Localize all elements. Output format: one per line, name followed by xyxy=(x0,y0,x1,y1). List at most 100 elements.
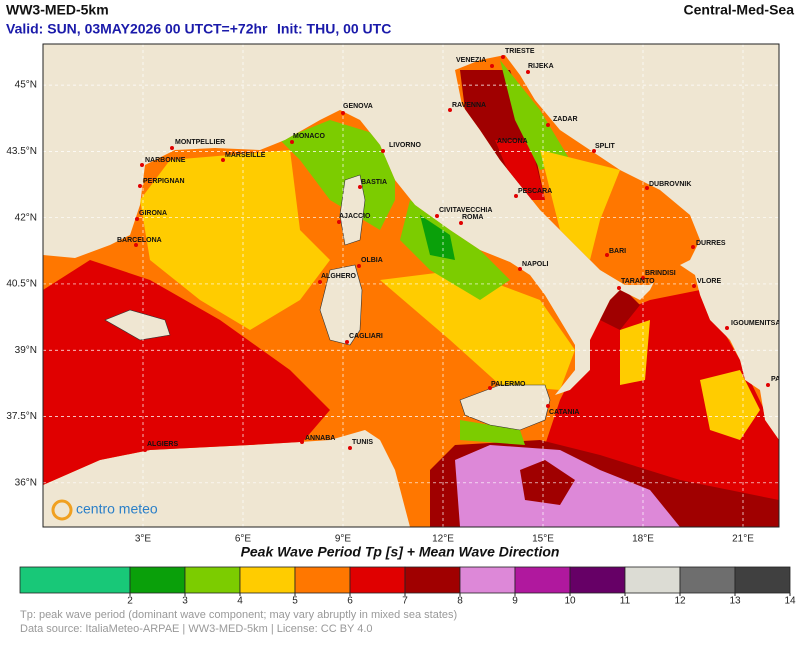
city-label: PERPIGNAN xyxy=(143,178,185,185)
colorbar-segment xyxy=(679,566,736,594)
city-label: ALGIERS xyxy=(147,441,178,448)
footnote: Tp: peak wave period (dominant wave comp… xyxy=(20,609,457,621)
colorbar-segment xyxy=(569,566,626,594)
city-label: ROMA xyxy=(462,214,483,221)
city-marker xyxy=(725,326,729,330)
lead-time: T=+72hr xyxy=(213,21,268,37)
city-marker xyxy=(766,383,770,387)
map: TRIESTE VENEZIA RIJEKA RAVENNA ZADAR GENOVA MO… xyxy=(43,44,799,527)
colorbar-tick-label: 12 xyxy=(674,596,686,607)
y-tick-label: 45°N xyxy=(15,80,37,91)
x-tick-label: 3°E xyxy=(135,534,152,545)
colorbar-segment xyxy=(129,566,186,594)
init-time: Init: THU, 00 UTC xyxy=(277,21,391,37)
colorbar-segment xyxy=(734,566,791,594)
city-label: MARSEILLE xyxy=(225,152,266,159)
city-marker xyxy=(357,264,361,268)
city-marker xyxy=(170,146,174,150)
y-tick-label: 43.5°N xyxy=(6,146,37,157)
city-label: TARANTO xyxy=(621,278,655,285)
city-label: CIVITAVECCHIA xyxy=(439,207,492,214)
city-marker xyxy=(692,284,696,288)
map-ticks: 3°E 6°E 9°E 12°E 15°E 18°E 21°E 45°N 43.5°N 42°N 4… xyxy=(6,80,754,545)
colorbar-tick-label: 7 xyxy=(402,596,408,607)
city-marker xyxy=(546,404,550,408)
city-marker xyxy=(140,163,144,167)
city-label: BASTIA xyxy=(361,179,387,186)
colorbar-segment xyxy=(624,566,681,594)
city-marker xyxy=(605,253,609,257)
colorbar-segment xyxy=(404,566,461,594)
colorbar-tick-label: 9 xyxy=(512,596,518,607)
city-marker xyxy=(341,111,345,115)
city-marker xyxy=(488,386,492,390)
city-marker xyxy=(514,194,518,198)
island xyxy=(339,174,366,246)
map-frame xyxy=(42,43,780,528)
city-marker xyxy=(448,108,452,112)
city-marker xyxy=(345,340,349,344)
city-marker xyxy=(381,149,385,153)
city-label: DUBROVNIK xyxy=(649,181,691,188)
city-label: OLBIA xyxy=(361,257,383,264)
y-tick-label: 42°N xyxy=(15,212,37,223)
colorbar-segment xyxy=(294,566,351,594)
logo-text: centro meteo xyxy=(76,501,158,517)
city-label: NARBONNE xyxy=(145,157,186,164)
x-tick-label: 9°E xyxy=(335,534,352,545)
city-marker xyxy=(138,184,142,188)
region-title: Central-Med-Sea xyxy=(684,2,795,18)
city-marker xyxy=(358,185,362,189)
city-marker xyxy=(290,140,294,144)
city-label: BARCELONA xyxy=(117,237,162,244)
city-marker xyxy=(592,149,596,153)
city-marker xyxy=(546,123,550,127)
city-label: VENEZIA xyxy=(456,57,486,64)
x-tick-label: 15°E xyxy=(532,534,554,545)
caption: Peak Wave Period Tp [s] + Mean Wave Dire… xyxy=(241,544,560,560)
colorbar-tick-label: 10 xyxy=(564,596,576,607)
colorbar-segment xyxy=(514,566,571,594)
city-label: GENOVA xyxy=(343,103,373,110)
island xyxy=(319,264,363,346)
city-marker xyxy=(518,267,522,271)
logo-icon xyxy=(51,499,73,521)
island xyxy=(459,384,551,431)
x-tick-label: 6°E xyxy=(235,534,252,545)
y-tick-label: 36°N xyxy=(15,477,37,488)
city-label: ZADAR xyxy=(553,116,578,123)
city-label: SPLIT xyxy=(595,143,616,150)
period-zone xyxy=(620,320,650,385)
city-label: ANCONA xyxy=(497,138,528,145)
city-label: LIVORNO xyxy=(389,142,421,149)
city-label: TRIESTE xyxy=(505,48,535,55)
colorbar-segment xyxy=(239,566,296,594)
city-label: AJACCIO xyxy=(339,213,371,220)
city-marker xyxy=(501,55,505,59)
city-label: PATRAS xyxy=(771,376,799,383)
islands xyxy=(104,174,551,431)
colorbar-segment xyxy=(184,566,241,594)
city-label: BRINDISI xyxy=(645,270,676,277)
city-label: IGOUMENITSA xyxy=(731,320,780,327)
graticule xyxy=(43,44,779,527)
city-label: BARI xyxy=(609,248,626,255)
island xyxy=(104,309,171,341)
x-tick-label: 21°E xyxy=(732,534,754,545)
x-tick-label: 18°E xyxy=(632,534,654,545)
city-marker xyxy=(617,286,621,290)
city-label: MONACO xyxy=(293,133,325,140)
city-marker xyxy=(348,446,352,450)
city-label: CATANIA xyxy=(549,409,579,416)
colorbar: 2 3 4 5 6 7 8 9 10 11 12 13 14 xyxy=(19,566,796,607)
colorbar-segment xyxy=(19,566,131,594)
colorbar-tick-label: 5 xyxy=(292,596,298,607)
colorbar-tick-label: 3 xyxy=(182,596,188,607)
city-marker xyxy=(641,276,645,280)
city-label: RAVENNA xyxy=(452,102,486,109)
period-zone xyxy=(140,150,330,330)
cities: TRIESTE VENEZIA RIJEKA RAVENNA ZADAR GENOVA MO… xyxy=(117,48,799,452)
city-marker xyxy=(435,214,439,218)
